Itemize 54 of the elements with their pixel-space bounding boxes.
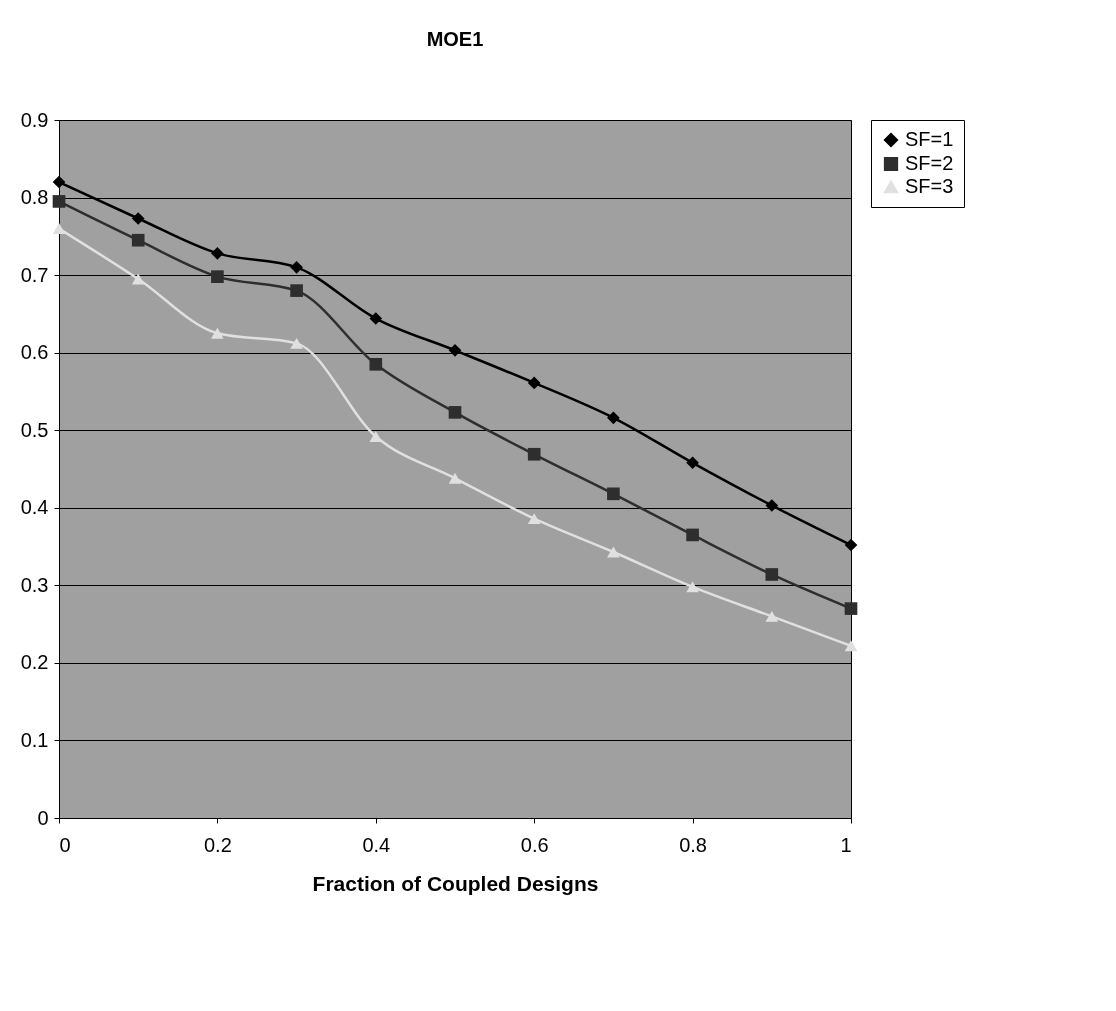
point — [844, 538, 858, 552]
y-tick-label: 0.5 — [20, 418, 49, 441]
point — [844, 640, 858, 652]
point — [369, 430, 383, 442]
point — [448, 406, 462, 419]
point — [686, 528, 699, 542]
point — [765, 610, 779, 622]
point — [52, 223, 66, 235]
x-tick-label: 0.8 — [679, 833, 708, 856]
x-tick-label: 1 — [840, 833, 852, 856]
point — [686, 456, 699, 470]
x-tick-label: 0 — [59, 833, 71, 856]
point — [52, 195, 66, 208]
point — [765, 568, 779, 581]
x-axis-title: Fraction of Coupled Designs — [312, 871, 599, 895]
x-tick-label: 0.4 — [362, 833, 391, 856]
point — [131, 233, 145, 247]
legend-label: SF=2 — [905, 152, 954, 174]
point — [131, 273, 145, 285]
y-tick-label: 0.9 — [20, 108, 49, 131]
x-tick-label: 0.2 — [203, 833, 232, 856]
y-tick-label: 0.2 — [20, 651, 49, 674]
point — [527, 447, 541, 461]
point — [211, 270, 224, 283]
point — [607, 546, 620, 558]
point — [369, 312, 383, 325]
y-tick-label: 0.3 — [20, 573, 49, 596]
point — [448, 472, 462, 484]
point — [290, 261, 303, 274]
point — [607, 411, 620, 425]
point — [527, 376, 541, 390]
point — [448, 344, 462, 357]
y-tick-label: 0.6 — [20, 341, 49, 364]
point — [290, 284, 303, 297]
point — [686, 581, 699, 593]
legend-label: SF=3 — [905, 175, 954, 197]
point — [607, 487, 620, 501]
point — [211, 327, 224, 339]
legend-label: SF=1 — [905, 128, 954, 150]
point — [844, 602, 858, 615]
point — [765, 499, 779, 512]
point — [369, 357, 383, 371]
chart-title: MOE1 — [426, 28, 484, 50]
point — [52, 175, 66, 189]
point — [290, 337, 303, 349]
y-tick-label: 0.4 — [20, 496, 49, 519]
y-tick-label: 0.7 — [20, 263, 49, 286]
x-tick-label: 0.6 — [520, 833, 549, 856]
y-tick-label: 0.8 — [20, 186, 49, 209]
point — [131, 212, 145, 225]
y-tick-label: 0.1 — [20, 728, 49, 751]
point — [211, 247, 224, 260]
point — [527, 513, 541, 525]
y-tick-label: 0 — [37, 806, 49, 829]
